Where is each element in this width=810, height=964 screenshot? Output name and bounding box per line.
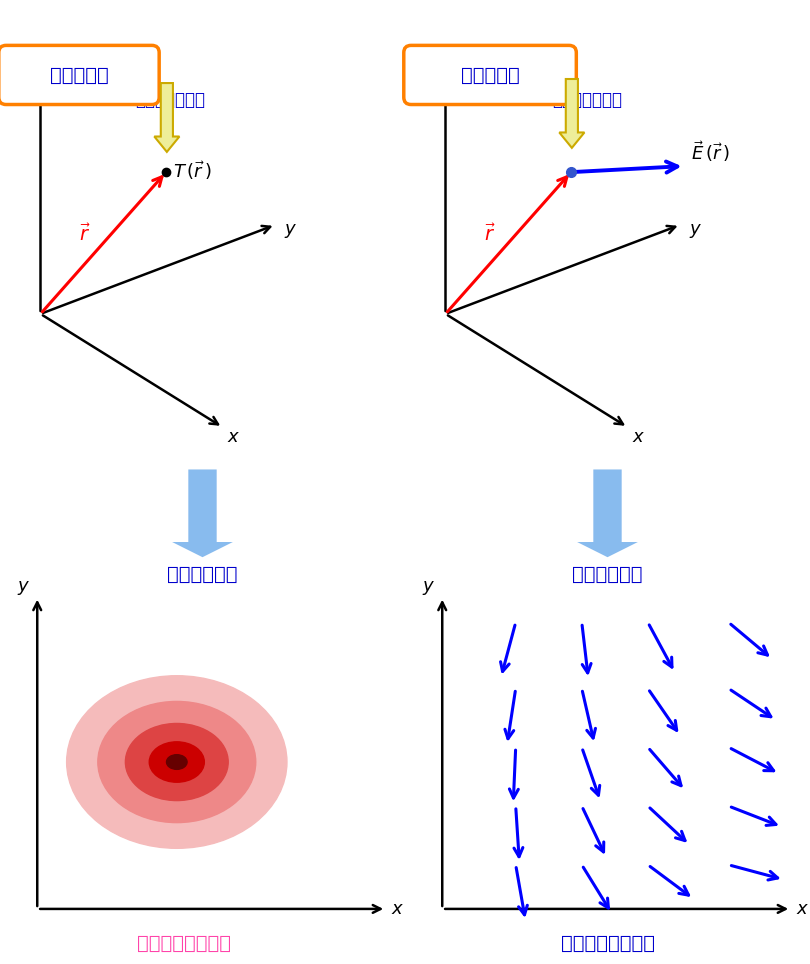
FancyBboxPatch shape <box>0 45 159 104</box>
Text: 上から見ると: 上から見ると <box>572 565 643 583</box>
Text: x: x <box>228 428 238 446</box>
Text: ベクトル場: ベクトル場 <box>461 66 519 85</box>
Text: スカラー場は分布: スカラー場は分布 <box>137 934 231 953</box>
Text: $\vec{r}$: $\vec{r}$ <box>484 224 496 245</box>
Text: この地点の電場: この地点の電場 <box>552 92 622 109</box>
Text: y: y <box>17 576 28 595</box>
Text: z: z <box>431 72 440 90</box>
Text: y: y <box>689 220 700 238</box>
Text: ベクトル場は流れ: ベクトル場は流れ <box>561 934 654 953</box>
Ellipse shape <box>149 742 204 782</box>
Text: y: y <box>422 576 433 595</box>
FancyArrow shape <box>172 469 233 557</box>
Text: $T\,(\vec{r}\,)$: $T\,(\vec{r}\,)$ <box>173 159 212 181</box>
Text: z: z <box>26 72 35 90</box>
Text: x: x <box>633 428 643 446</box>
Ellipse shape <box>126 723 228 800</box>
FancyArrow shape <box>154 83 179 152</box>
Text: スカラー場: スカラー場 <box>49 66 109 85</box>
Text: x: x <box>797 900 808 918</box>
Text: y: y <box>284 220 295 238</box>
FancyArrow shape <box>577 469 638 557</box>
Text: $\vec{r}$: $\vec{r}$ <box>79 224 91 245</box>
Text: 上から見ると: 上から見ると <box>167 565 238 583</box>
FancyArrow shape <box>559 79 584 147</box>
Ellipse shape <box>98 702 256 822</box>
Text: $\vec{E}\,(\vec{r}\,)$: $\vec{E}\,(\vec{r}\,)$ <box>690 140 730 164</box>
Text: x: x <box>392 900 403 918</box>
Text: この地点の温度: この地点の温度 <box>135 92 205 109</box>
Ellipse shape <box>167 755 187 769</box>
Ellipse shape <box>66 676 287 848</box>
FancyBboxPatch shape <box>403 45 576 104</box>
